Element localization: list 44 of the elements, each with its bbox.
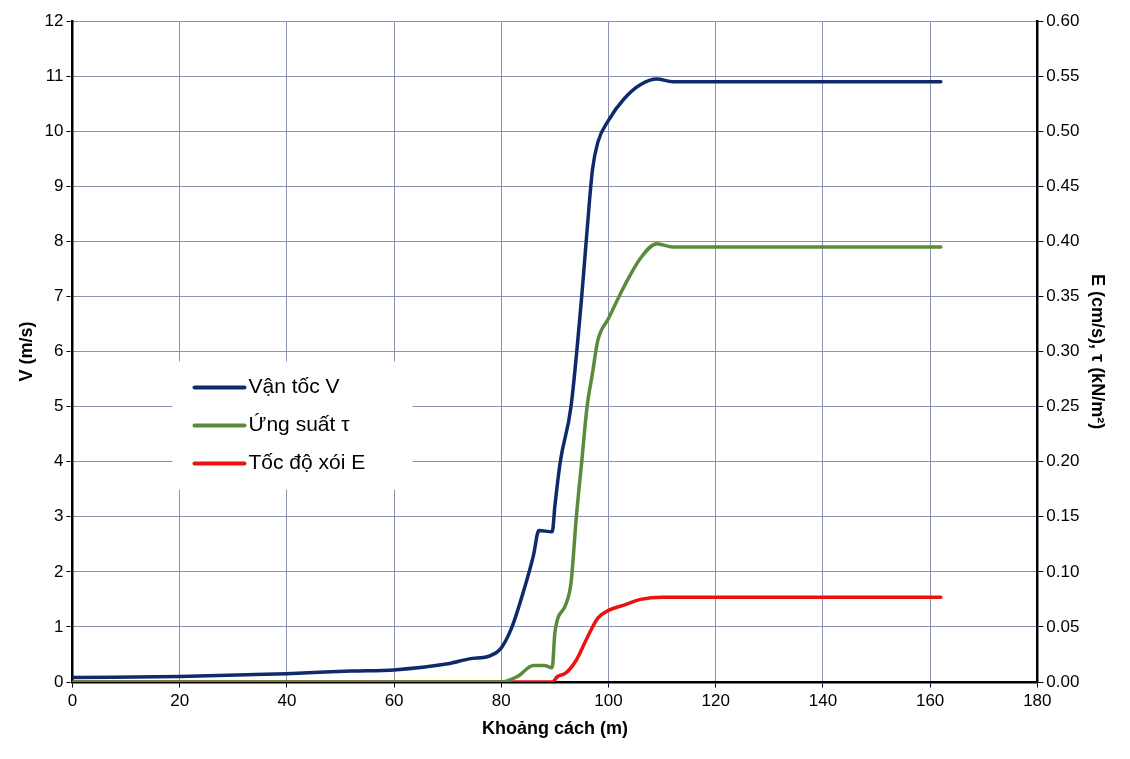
line-series — [72, 241, 943, 682]
y2-tick-label: 0.45 — [1046, 176, 1080, 196]
x-tick-label: 20 — [170, 690, 190, 710]
x-tick-label: 160 — [915, 690, 945, 710]
y2-tick-label: 0.10 — [1046, 561, 1080, 581]
y-tick-label: 0 — [54, 671, 64, 691]
y-tick-label: 11 — [45, 65, 64, 85]
y2-tick-label: 0.35 — [1046, 286, 1080, 306]
x-tick-label: 140 — [808, 690, 838, 710]
y-tick-label: 7 — [54, 286, 64, 306]
y2-tick-label: 0.00 — [1046, 671, 1080, 691]
legend-label: Ứng suất τ — [248, 412, 351, 436]
y-axis-title: V (m/s) — [15, 321, 36, 382]
y-tick-label: 4 — [54, 451, 64, 471]
y2-tick-label: 0.60 — [1046, 10, 1080, 30]
x-axis-title: Khoảng cách (m) — [481, 718, 628, 739]
x-tick-label: 100 — [594, 690, 623, 710]
y2-tick-label: 0.25 — [1046, 396, 1080, 416]
y-tick-label: 3 — [54, 506, 64, 526]
line-series — [72, 77, 943, 680]
y2-tick-label: 0.15 — [1046, 506, 1080, 526]
y-tick-label: 9 — [54, 176, 64, 196]
y2-tick-label: 0.30 — [1046, 341, 1080, 361]
x-tick-label: 120 — [701, 690, 730, 710]
y-tick-label: 2 — [54, 561, 64, 581]
y2-tick-label: 0.55 — [1046, 65, 1080, 85]
y-tick-label: 10 — [44, 121, 64, 141]
y-tick-label: 8 — [54, 231, 64, 251]
y-tick-label: 5 — [54, 396, 64, 416]
x-tick-label: 180 — [1023, 690, 1052, 710]
y2-tick-label: 0.05 — [1046, 616, 1080, 636]
y2-tick-label: 0.50 — [1046, 121, 1080, 141]
x-tick-label: 40 — [277, 690, 297, 710]
y-tick-label: 1 — [54, 616, 64, 636]
x-tick-label: 0 — [67, 690, 78, 710]
x-tick-label: 80 — [491, 690, 511, 710]
y2-axis-title: E (cm/s), τ (kN/m²) — [1088, 274, 1109, 430]
y2-tick-label: 0.20 — [1046, 451, 1080, 471]
y2-tick-label: 0.40 — [1046, 231, 1080, 251]
x-tick-label: 60 — [384, 690, 404, 710]
legend-label: Tốc độ xói E — [248, 450, 366, 474]
legend-label: Vận tốc V — [248, 374, 340, 398]
y-tick-label: 12 — [44, 10, 64, 30]
y-tick-label: 6 — [54, 341, 64, 361]
